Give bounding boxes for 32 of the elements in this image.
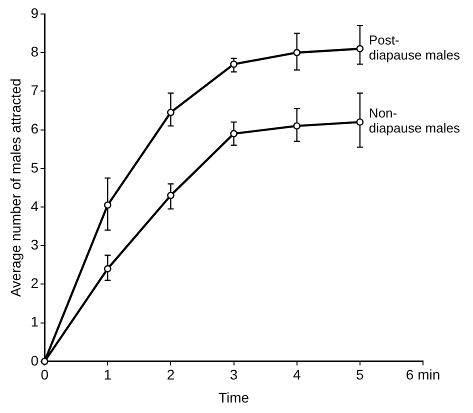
y-tick-label: 0 [30, 352, 39, 368]
x-axis-title: Time [218, 389, 250, 406]
series-label: Post-diapause males [368, 32, 460, 62]
x-tick-label: 3 [230, 366, 238, 383]
x-tick-label: 6 min [406, 366, 440, 383]
point [293, 122, 300, 130]
point [230, 130, 238, 138]
y-tick-label: 8 [30, 43, 39, 60]
point [167, 108, 174, 116]
y-tick-label: 3 [30, 236, 39, 252]
x-tick-label: 5 [356, 366, 364, 383]
y-tick-label: 9 [30, 4, 39, 21]
point [230, 60, 238, 68]
point [356, 45, 364, 52]
y-axis-title: Average number of males attracted [7, 78, 24, 297]
point [40, 358, 48, 365]
y-tick-label: 2 [30, 275, 39, 292]
y-tick-label: 1 [30, 314, 39, 330]
y-tick-label: 6 [30, 120, 39, 137]
point [356, 118, 364, 126]
series-label: Non-diapause males [368, 106, 460, 136]
x-tick-label: 4 [292, 366, 301, 383]
x-tick-label: 2 [166, 366, 175, 383]
y-tick-label: 4 [30, 198, 39, 214]
x-tick-label: 1 [104, 366, 112, 383]
point [293, 49, 300, 56]
y-tick-label: 7 [30, 82, 39, 98]
point [167, 192, 174, 200]
y-tick-label: 5 [30, 159, 39, 176]
x-tick-label: 0 [40, 366, 49, 383]
point [104, 265, 112, 272]
point [104, 201, 112, 209]
